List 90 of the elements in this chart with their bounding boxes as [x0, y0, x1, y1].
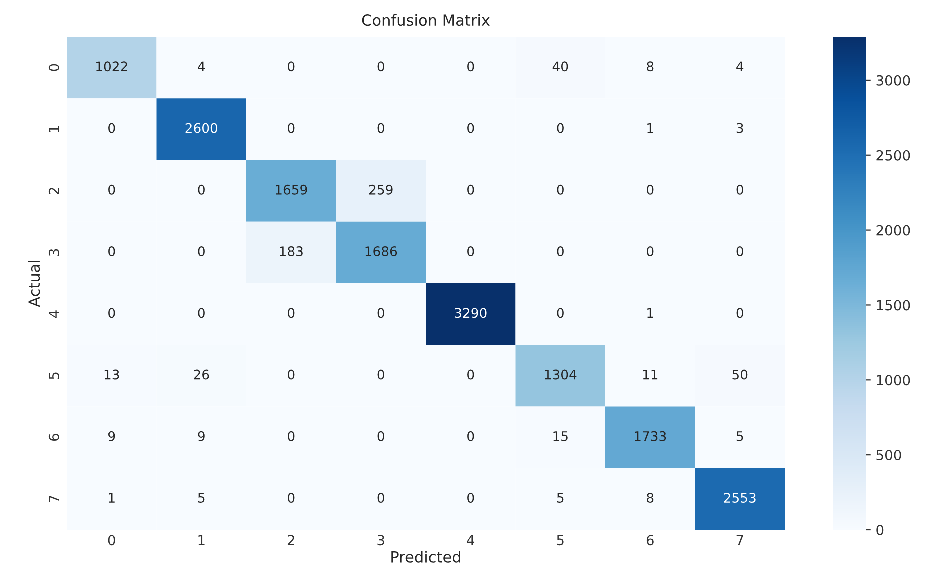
- data-label: 5: [557, 493, 564, 504]
- data-label: 2553: [724, 493, 756, 504]
- y-tick-label: 4: [49, 310, 60, 318]
- data-label: 40: [552, 62, 568, 72]
- data-label: 0: [198, 246, 205, 257]
- data-label: 0: [557, 123, 564, 134]
- data-label: 1733: [635, 431, 666, 442]
- data-label: 1022: [96, 62, 128, 72]
- data-label: 0: [468, 370, 474, 380]
- data-label: 9: [108, 431, 116, 442]
- data-label: 0: [557, 308, 564, 318]
- x-tick-label: 2: [288, 535, 294, 546]
- data-label: 26: [194, 370, 210, 380]
- y-tick-label: 0: [48, 64, 60, 72]
- y-tick-label: 5: [49, 372, 60, 380]
- data-label: 0: [198, 308, 205, 318]
- data-label: 1686: [366, 246, 398, 257]
- data-label: 0: [288, 370, 295, 380]
- data-label: 0: [378, 493, 384, 504]
- data-label: 5: [736, 432, 744, 442]
- data-label: 9: [198, 431, 205, 442]
- x-tick-label: 5: [557, 535, 564, 546]
- x-tick-label: 1: [198, 535, 205, 546]
- data-label: 0: [736, 308, 744, 318]
- data-label: 8: [647, 493, 654, 504]
- chart-title: Confusion Matrix: [362, 14, 490, 26]
- color-bar-label: 1500: [877, 300, 910, 311]
- data-label: 1659: [276, 184, 308, 195]
- x-tick-label: 4: [467, 535, 475, 546]
- data-label: 0: [468, 62, 474, 72]
- data-label: 1: [648, 308, 654, 318]
- data-label: 1: [648, 123, 654, 134]
- y-axis-title: Actual: [28, 261, 40, 308]
- color-bar-label: 2500: [876, 150, 910, 161]
- data-label: 0: [647, 184, 654, 195]
- data-label: 0: [108, 123, 116, 134]
- data-label: 0: [288, 123, 295, 134]
- color-bar-label: 3000: [876, 75, 910, 86]
- data-label: 0: [288, 308, 295, 318]
- data-label: 0: [378, 308, 384, 318]
- data-label: 0: [108, 184, 116, 195]
- data-label: 1304: [545, 370, 577, 380]
- data-label: 8: [647, 62, 654, 72]
- data-label: 0: [557, 246, 564, 257]
- color-bar-label: 0: [876, 524, 884, 536]
- data-label: 0: [108, 308, 116, 318]
- data-label: 259: [370, 184, 393, 195]
- y-tick-label: 6: [48, 434, 60, 442]
- data-label: 0: [736, 184, 744, 195]
- data-label: 0: [378, 62, 384, 72]
- data-label: 11: [643, 370, 658, 380]
- x-tick-label: 7: [736, 535, 744, 546]
- color-bar-label: 1000: [877, 375, 910, 386]
- x-tick-label: 6: [646, 535, 654, 546]
- data-label: 0: [468, 184, 474, 195]
- data-label: 3290: [455, 308, 487, 318]
- data-label: 0: [378, 431, 384, 442]
- data-label: 0: [736, 246, 744, 257]
- data-label: 15: [554, 432, 568, 442]
- data-label: 183: [280, 246, 303, 257]
- data-label: 0: [378, 123, 384, 134]
- x-tick-label: 0: [108, 535, 116, 546]
- data-label: 0: [108, 246, 116, 257]
- data-label: 0: [468, 431, 474, 442]
- data-label: 1: [109, 493, 115, 503]
- data-label: 0: [468, 493, 474, 504]
- y-tick-label: 1: [49, 126, 60, 132]
- data-label: 3: [736, 123, 744, 134]
- y-tick-label: 7: [49, 496, 60, 502]
- data-label: 0: [557, 184, 564, 195]
- data-label: 2600: [186, 123, 218, 134]
- y-tick-label: 3: [48, 249, 60, 256]
- data-label: 0: [647, 246, 654, 257]
- data-label: 0: [288, 493, 295, 504]
- data-label: 0: [468, 123, 474, 134]
- x-tick-label: 3: [378, 535, 384, 546]
- data-label: 0: [468, 246, 474, 257]
- y-tick-label: 2: [48, 188, 60, 194]
- data-label: 0: [288, 431, 295, 442]
- color-bar-label: 500: [876, 450, 902, 461]
- data-label: 4: [198, 62, 206, 72]
- data-label: 0: [378, 370, 384, 380]
- data-label: 5: [198, 493, 205, 504]
- data-label: 4: [736, 62, 744, 72]
- data-label: 50: [732, 370, 748, 380]
- color-bar-label: 2000: [876, 225, 910, 236]
- data-label: 13: [104, 370, 120, 380]
- data-label: 0: [288, 62, 295, 72]
- x-axis-title: Predicted: [392, 551, 460, 563]
- data-label: 0: [198, 184, 205, 195]
